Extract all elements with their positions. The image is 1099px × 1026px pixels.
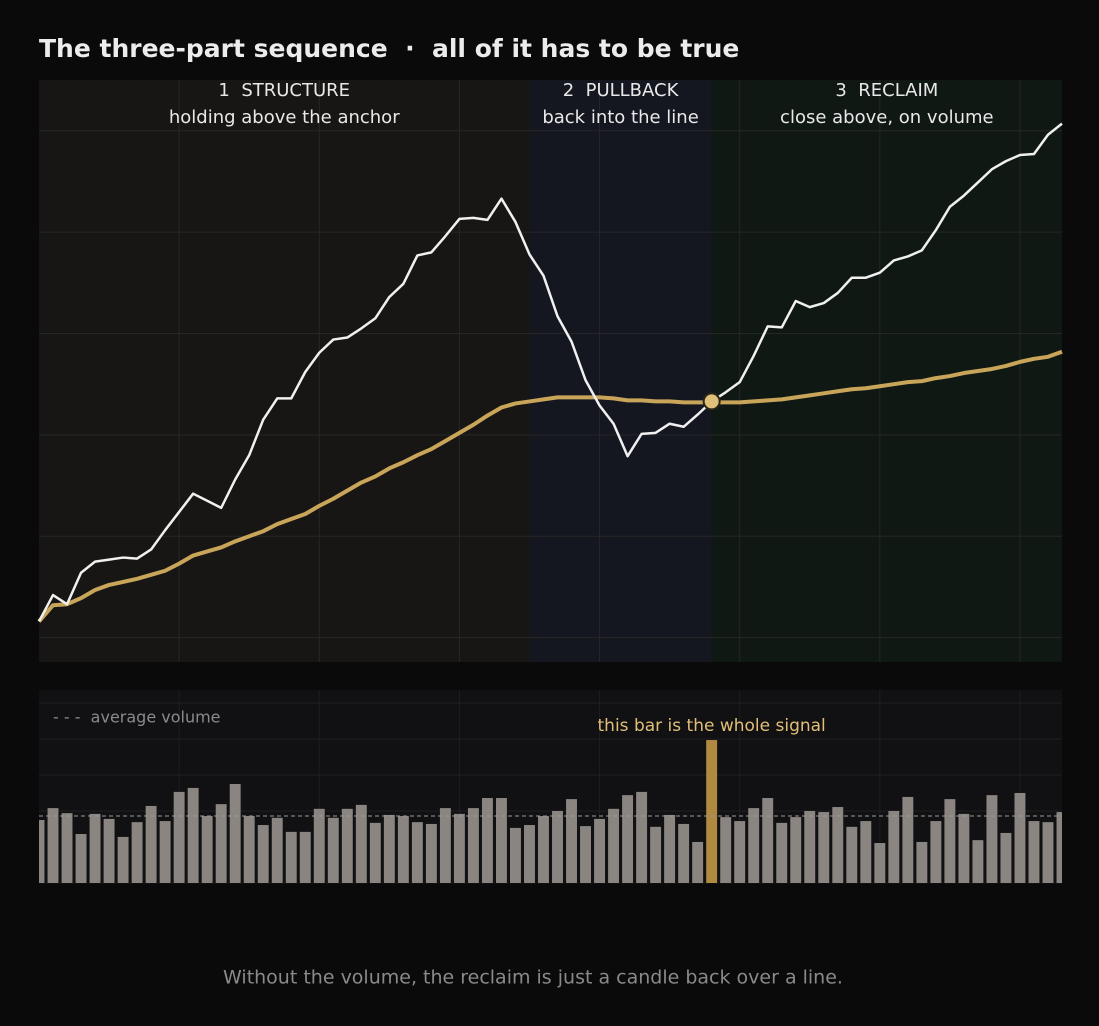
volume-bar <box>271 817 283 883</box>
volume-bar <box>566 799 577 883</box>
volume-bar <box>972 840 984 883</box>
volume-bar <box>285 831 297 883</box>
zone <box>711 80 1062 662</box>
volume-bar <box>1042 822 1054 883</box>
volume-bar <box>39 819 45 883</box>
volume-bar <box>117 836 129 883</box>
volume-bar <box>1014 792 1026 883</box>
volume-bar <box>692 841 704 883</box>
volume-bar <box>664 814 676 883</box>
volume-bar <box>608 808 620 883</box>
volume-bar <box>748 808 760 883</box>
volume-bar <box>930 821 942 883</box>
zone-subtitle: holding above the anchor <box>169 107 400 128</box>
volume-bar <box>846 826 858 883</box>
price-line <box>37 122 1063 623</box>
volume-bar <box>1028 821 1040 883</box>
signal-point <box>702 392 721 411</box>
volume-bar <box>888 810 900 883</box>
volume-bar <box>425 823 437 883</box>
zone <box>529 80 712 662</box>
volume-bar <box>650 826 662 883</box>
lines <box>37 122 1063 623</box>
volume-bar <box>215 804 227 883</box>
volume-bar <box>75 834 87 883</box>
zone <box>39 80 530 662</box>
volume-bar <box>510 827 521 883</box>
volume-bar <box>369 822 381 883</box>
zones <box>39 80 1062 662</box>
caption: Without the volume, the reclaim is just … <box>223 967 843 989</box>
zone-subtitle: back into the line <box>542 107 698 128</box>
volume-bars <box>39 740 1062 883</box>
volume-bar <box>762 798 774 883</box>
chart-title: The three-part sequence · all of it has … <box>39 34 739 63</box>
volume-bar <box>243 816 255 883</box>
volume-bar <box>257 825 269 883</box>
volume-bar <box>201 816 213 883</box>
volume-bar <box>397 816 409 883</box>
volume-bar <box>1000 832 1012 883</box>
volume-bar <box>313 808 325 883</box>
volume-bar <box>832 807 844 883</box>
volume-bar <box>61 813 73 883</box>
volume-bar <box>678 823 690 883</box>
volume-bar <box>145 805 157 883</box>
volume-bar <box>299 831 311 883</box>
volume-bar <box>538 816 549 883</box>
volume-bar <box>453 813 465 883</box>
volume-bar <box>131 822 143 883</box>
volume-bar <box>159 821 171 883</box>
volume-bar <box>860 821 872 883</box>
volume-bar <box>986 795 998 883</box>
volume-bar <box>580 826 591 883</box>
volume-bar <box>958 813 970 883</box>
volume-legend: - - - average volume <box>53 708 221 727</box>
zone-label: 3 RECLAIM <box>835 80 938 101</box>
volume-bar <box>916 841 928 883</box>
volume-bar <box>720 817 732 883</box>
volume-bar <box>594 818 606 883</box>
volume-bar <box>790 817 802 883</box>
volume-bar <box>103 818 115 883</box>
volume-bar <box>327 817 339 883</box>
volume-bar <box>636 791 648 883</box>
average-line <box>37 349 1063 623</box>
volume-bar <box>89 813 101 883</box>
volume-bar <box>481 798 493 883</box>
volume-bar <box>524 825 535 883</box>
zone-subtitle: close above, on volume <box>780 107 994 128</box>
volume-bar <box>706 740 718 883</box>
volume-bar <box>874 843 886 883</box>
volume-bar <box>552 810 563 883</box>
volume-bar <box>1056 812 1062 883</box>
volume-bar <box>902 796 914 883</box>
volume-bar <box>495 798 507 883</box>
volume-bar <box>229 783 241 883</box>
volume-bar <box>818 812 830 883</box>
volume-bar <box>173 791 185 883</box>
volume-bar <box>341 808 353 883</box>
volume-bar <box>467 808 479 883</box>
signal-annotation: this bar is the whole signal <box>598 716 826 736</box>
zone-label: 1 STRUCTURE <box>218 80 350 101</box>
volume-bar <box>804 810 816 883</box>
volume-bar <box>776 822 788 883</box>
volume-bar <box>944 799 956 883</box>
zone-label: 2 PULLBACK <box>563 80 680 101</box>
volume-bar <box>383 814 395 883</box>
volume-bar <box>187 787 199 883</box>
labels: 1 STRUCTURE holding above the anchor 2 PUL… <box>53 80 994 736</box>
volume-bar <box>355 804 367 883</box>
volume-bar <box>47 808 59 883</box>
volume-bar <box>439 808 451 883</box>
volume-bar <box>622 795 634 883</box>
volume-bar <box>411 822 423 883</box>
volume-bar <box>734 821 746 883</box>
